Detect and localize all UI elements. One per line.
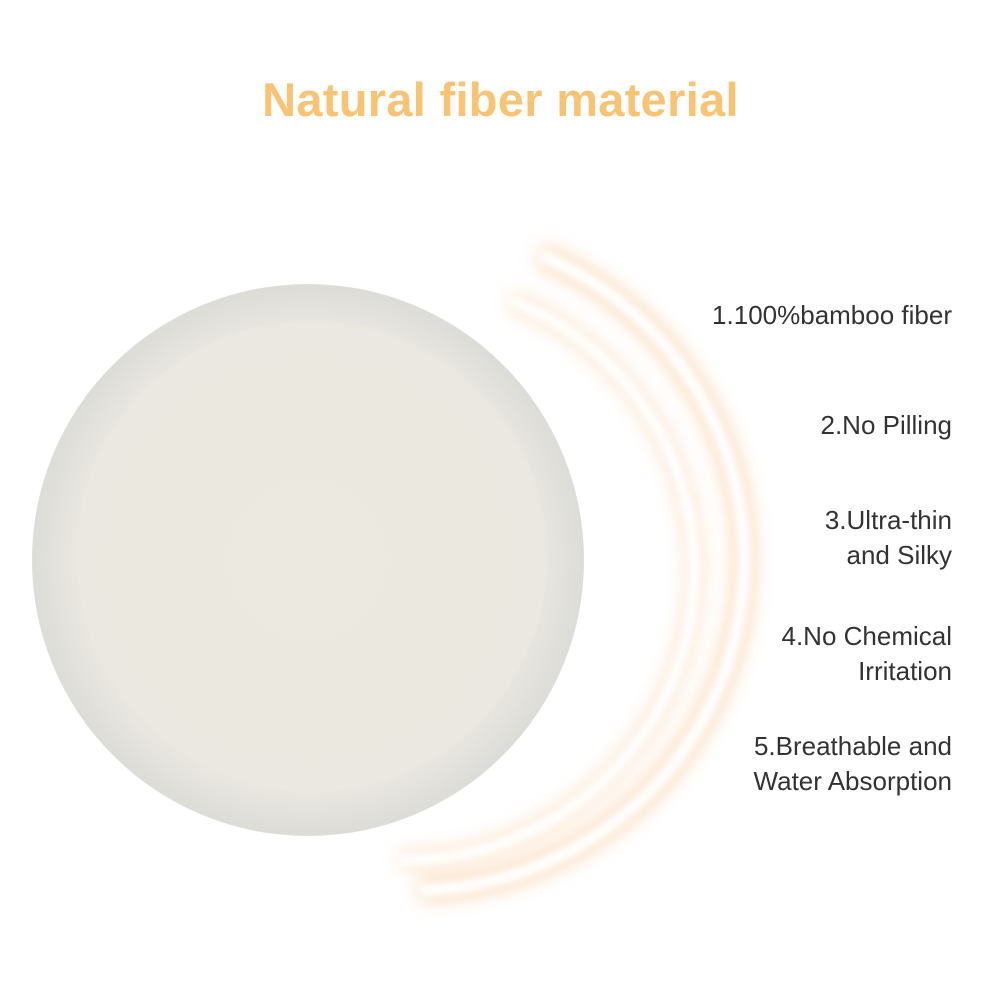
feature-2: 2.No Pilling [820, 408, 952, 443]
feature-text: 5.Breathable and [753, 731, 952, 761]
feature-4: 4.No Chemical Irritation [781, 619, 952, 689]
title: Natural fiber material [262, 73, 739, 126]
feature-3: 3.Ultra-thin and Silky [825, 503, 952, 573]
inner-glow-arc [399, 291, 704, 870]
feature-text: 3.Ultra-thin [824, 505, 952, 535]
outer-glow-arc [419, 244, 756, 901]
pad-inner-surface [76, 320, 548, 792]
feature-text: and Silky [846, 540, 953, 570]
feature-text: Water Absorption [753, 766, 952, 796]
feature-text: 4.No Chemical [781, 621, 952, 651]
feature-1: 1.100%bamboo fiber [712, 298, 952, 333]
feature-text: 1.100%bamboo fiber [712, 300, 952, 330]
feature-5: 5.Breathable and Water Absorption [754, 729, 952, 799]
feature-text: 2.No Pilling [820, 410, 952, 440]
feature-text: Irritation [858, 656, 952, 686]
